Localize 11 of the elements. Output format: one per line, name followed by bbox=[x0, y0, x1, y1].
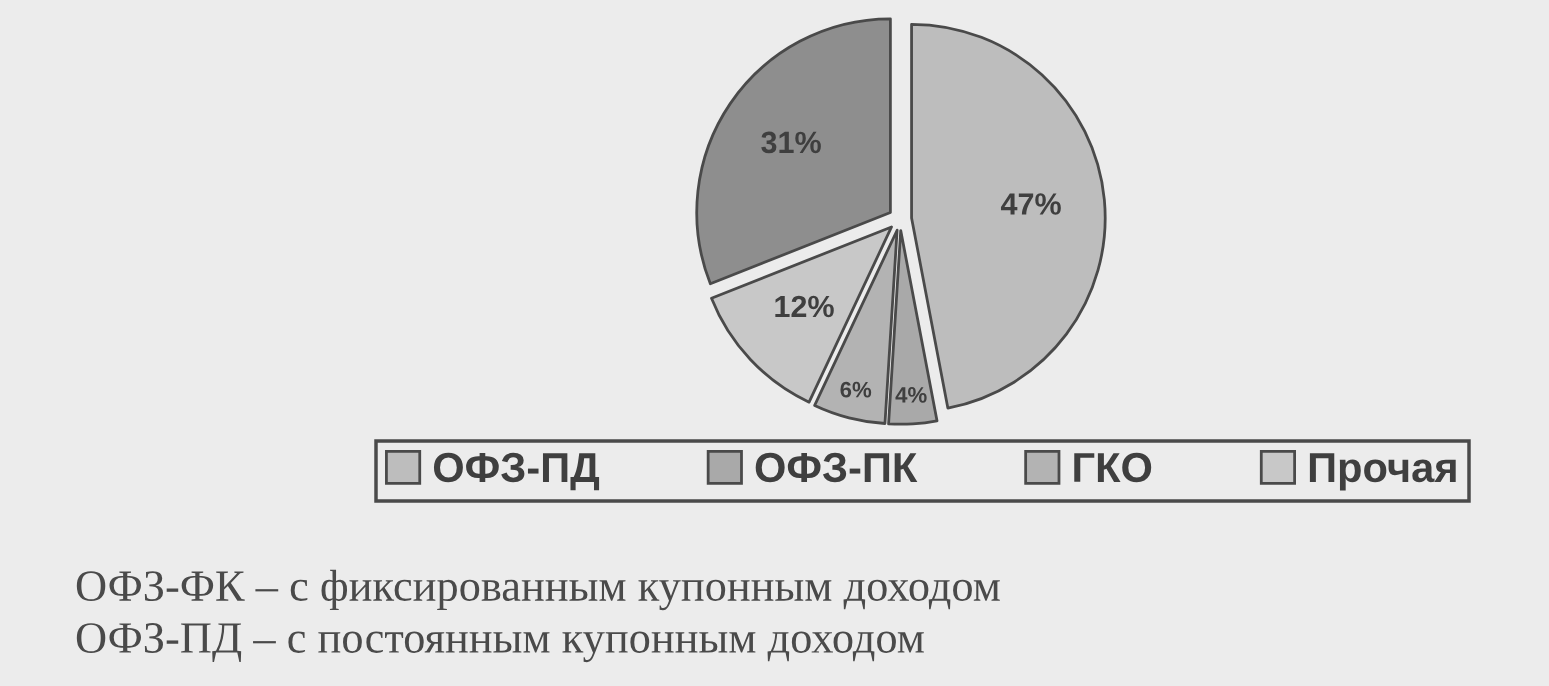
legend-label: ОФЗ-ПД bbox=[433, 452, 600, 491]
data-label: 31% bbox=[761, 131, 821, 154]
legend-label: ГКО bbox=[1074, 452, 1152, 483]
legend-label: Прочая bbox=[1309, 453, 1456, 491]
text: ОФЗ-ФК – с фиксированным купонным доходом bbox=[76, 569, 1000, 611]
text: ОФЗ-ПД – с постоянным купонным доходом bbox=[76, 623, 924, 663]
data-label: 4% bbox=[895, 387, 927, 403]
data-label: 47% bbox=[1000, 193, 1061, 215]
legend-label: ОФЗ-ПК bbox=[755, 452, 918, 483]
data-label: 12% bbox=[775, 295, 834, 318]
data-label: 6% bbox=[840, 381, 872, 398]
